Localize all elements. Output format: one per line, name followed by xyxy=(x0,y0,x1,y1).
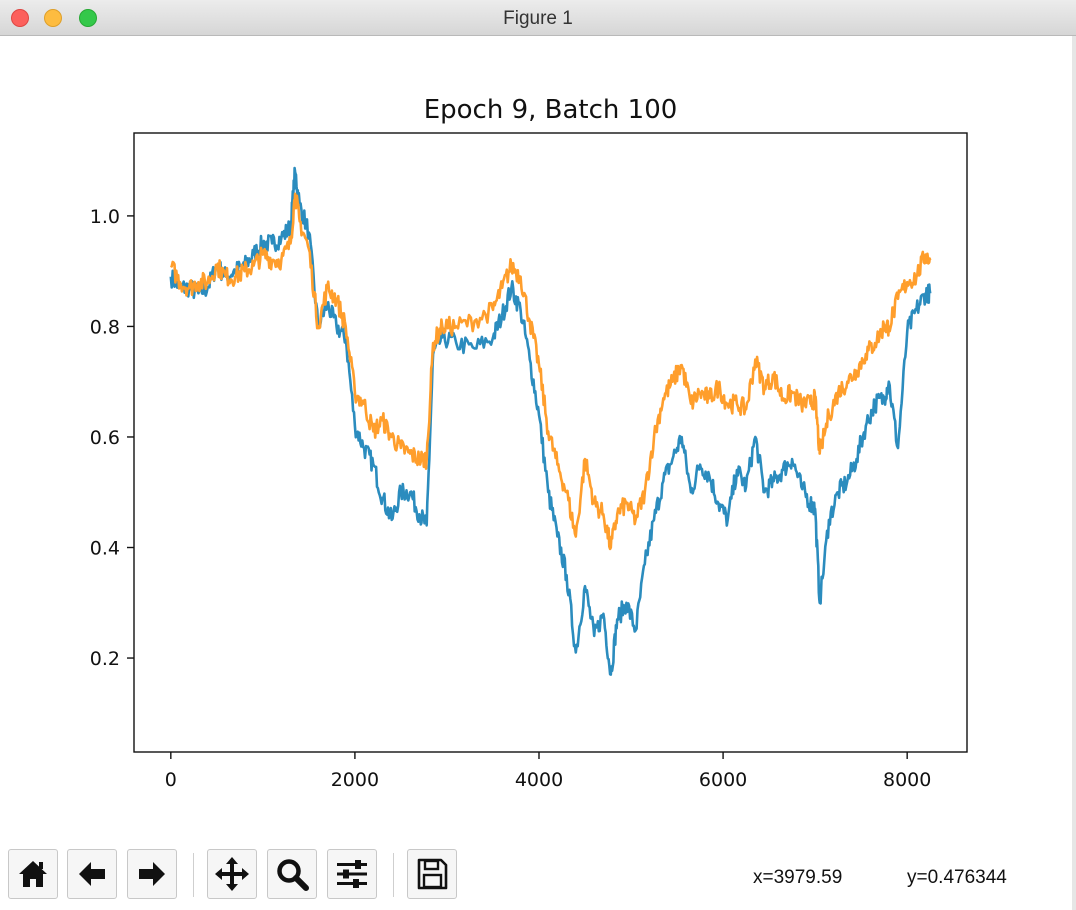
y-tick-label: 0.8 xyxy=(90,316,120,338)
x-coordinate-readout: x=3979.59 xyxy=(753,867,843,888)
x-tick-label: 4000 xyxy=(515,769,563,791)
floppy-disk-icon xyxy=(417,858,448,890)
x-tick-label: 2000 xyxy=(331,769,379,791)
window-titlebar: Figure 1 xyxy=(0,0,1076,36)
forward-button[interactable] xyxy=(127,849,177,899)
window-edge xyxy=(1072,36,1076,910)
close-window-button[interactable] xyxy=(11,9,29,27)
pan-button[interactable] xyxy=(207,849,257,899)
x-tick-label: 0 xyxy=(165,769,177,791)
toolbar-separator xyxy=(393,853,394,897)
magnifier-icon xyxy=(277,859,309,891)
arrow-right-icon xyxy=(139,862,165,886)
y-tick-label: 0.6 xyxy=(90,427,120,449)
configure-subplots-button[interactable] xyxy=(327,849,377,899)
arrow-left-icon xyxy=(79,862,105,886)
y-coordinate-readout: y=0.476344 xyxy=(907,867,1007,888)
save-button[interactable] xyxy=(407,849,457,899)
plot-frame xyxy=(133,132,968,753)
minimize-window-button[interactable] xyxy=(44,9,62,27)
x-tick-label: 6000 xyxy=(699,769,747,791)
series-line-1 xyxy=(169,166,932,676)
x-tick-label: 8000 xyxy=(883,769,931,791)
home-button[interactable] xyxy=(8,849,58,899)
home-icon xyxy=(19,861,47,887)
zoom-button[interactable] xyxy=(267,849,317,899)
sliders-icon xyxy=(337,860,367,888)
window-title: Figure 1 xyxy=(503,8,573,29)
back-button[interactable] xyxy=(67,849,117,899)
line-chart: Epoch 9, Batch 100 0 2000 4000 6000 8000 0.2 0.… xyxy=(90,95,968,791)
series-line-2 xyxy=(169,192,932,551)
navigation-toolbar: x=3979.59 y=0.476344 xyxy=(0,845,1076,905)
toolbar-separator xyxy=(193,853,194,897)
y-tick-label: 0.4 xyxy=(90,538,120,560)
maximize-window-button[interactable] xyxy=(79,9,97,27)
chart-title: Epoch 9, Batch 100 xyxy=(424,95,678,125)
y-tick-label: 0.2 xyxy=(90,648,120,670)
move-icon xyxy=(215,857,249,891)
y-tick-label: 1.0 xyxy=(90,206,120,228)
